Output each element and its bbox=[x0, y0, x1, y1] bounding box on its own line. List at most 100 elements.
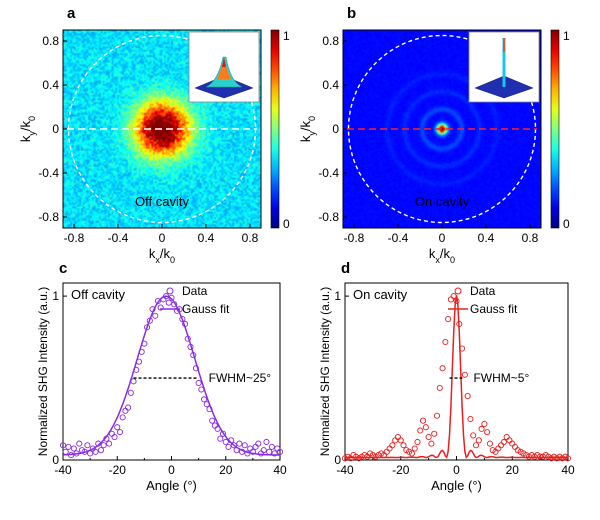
x-axis-label: kx/k0 bbox=[149, 246, 175, 265]
data-point bbox=[125, 404, 132, 411]
data-point bbox=[225, 443, 232, 450]
data-point bbox=[84, 442, 91, 449]
data-point bbox=[116, 429, 124, 436]
data-point bbox=[144, 324, 151, 331]
data-point bbox=[467, 415, 474, 423]
x-tick-label: 0 bbox=[453, 463, 460, 477]
data-point bbox=[97, 447, 105, 454]
x-tick-label: -0.4 bbox=[108, 231, 129, 245]
data-point bbox=[495, 445, 502, 452]
data-point bbox=[211, 422, 218, 429]
x-tick-label: 0 bbox=[159, 231, 166, 245]
cavity-title: On cavity bbox=[353, 287, 408, 302]
data-point bbox=[392, 437, 399, 444]
inset-peak-tip bbox=[222, 57, 226, 67]
y-axis-label: Normalized SHG Intensity (a.u.) bbox=[36, 287, 50, 456]
panel-letter: c bbox=[59, 260, 67, 277]
x-tick-label: 0.8 bbox=[242, 231, 259, 245]
data-point bbox=[408, 450, 415, 457]
data-point bbox=[268, 443, 275, 450]
colorbar bbox=[550, 29, 560, 229]
data-point bbox=[92, 448, 99, 455]
panel-letter: d bbox=[341, 260, 350, 277]
data-point bbox=[481, 420, 488, 427]
y-tick-label: -0.8 bbox=[38, 210, 59, 224]
intensity-panel-d: -40 -20 0 20 40 0 1 FWHM~5° On cavity Data Gauss f… bbox=[318, 260, 575, 493]
data-point bbox=[464, 393, 471, 400]
x-tick-label: -20 bbox=[392, 463, 410, 477]
data-point bbox=[431, 430, 438, 437]
data-point bbox=[192, 365, 199, 372]
heatmap-panel-b: On cavity -0.8 -0.4 0 0.4 0.8 0.8 0.4 0 -0.4 -0.8 k… bbox=[298, 5, 570, 265]
data-point bbox=[222, 438, 229, 446]
data-point bbox=[394, 434, 402, 441]
colorbar-min-label: 0 bbox=[563, 217, 570, 231]
y-tick-label: -0.8 bbox=[318, 210, 339, 224]
colorbar bbox=[270, 29, 280, 229]
data-point bbox=[397, 437, 404, 444]
x-tick-label: 0 bbox=[168, 463, 175, 477]
legend-data-label: Data bbox=[182, 284, 208, 298]
cavity-annotation: On cavity bbox=[415, 194, 470, 209]
data-point bbox=[419, 417, 427, 424]
data-point bbox=[122, 407, 129, 414]
x-tick-label: 0.4 bbox=[198, 231, 215, 245]
fit-curve bbox=[345, 295, 568, 459]
x-tick-label: -20 bbox=[109, 463, 127, 477]
data-point bbox=[217, 435, 224, 442]
y-tick-label: 0 bbox=[332, 122, 339, 136]
data-point bbox=[486, 440, 494, 447]
data-point bbox=[470, 432, 477, 439]
data-point bbox=[417, 427, 424, 434]
y-tick-label: 1 bbox=[334, 289, 341, 303]
data-point bbox=[386, 445, 393, 452]
figure-layer: Off cavity -0.8 -0.4 0 0.4 0.8 0.8 0.4 0 -0.4 -0.8… bbox=[18, 5, 575, 493]
data-point bbox=[247, 445, 254, 452]
data-point bbox=[252, 443, 259, 450]
data-point bbox=[263, 438, 270, 446]
data-point bbox=[260, 447, 267, 454]
y-tick-label: -0.4 bbox=[318, 166, 339, 180]
data-point bbox=[475, 437, 482, 444]
legend-fit-label: Gauss fit bbox=[182, 302, 230, 316]
data-point bbox=[274, 445, 281, 452]
data-point bbox=[255, 440, 262, 447]
data-point bbox=[157, 304, 164, 311]
data-point bbox=[564, 455, 572, 462]
data-point bbox=[114, 424, 121, 431]
y-axis-label: Normalized SHG Intensity (a.u.) bbox=[318, 287, 332, 456]
y-tick-label: 0.8 bbox=[322, 34, 339, 48]
data-point bbox=[537, 453, 544, 460]
x-tick-label: -0.8 bbox=[64, 231, 85, 245]
data-point bbox=[503, 434, 510, 441]
data-point bbox=[445, 316, 452, 323]
y-tick-label: 0.4 bbox=[322, 78, 339, 92]
data-point bbox=[70, 445, 77, 452]
data-point bbox=[442, 338, 449, 346]
x-tick-label: 0.4 bbox=[478, 231, 495, 245]
data-point bbox=[230, 442, 237, 449]
data-point bbox=[484, 429, 491, 436]
x-axis-label: Angle (°) bbox=[146, 478, 197, 493]
y-tick-label: 0.4 bbox=[42, 78, 59, 92]
data-point bbox=[461, 371, 468, 378]
data-point bbox=[422, 424, 429, 431]
data-point bbox=[241, 442, 248, 449]
colorbar-max-label: 1 bbox=[283, 29, 290, 43]
x-axis-label: Angle (°) bbox=[431, 478, 482, 493]
panel-letter: a bbox=[67, 5, 76, 22]
x-tick-label: 40 bbox=[273, 463, 287, 477]
x-tick-label: 0 bbox=[439, 231, 446, 245]
data-point bbox=[498, 442, 505, 449]
data-point bbox=[59, 442, 67, 449]
y-tick-label: 0 bbox=[52, 122, 59, 136]
panel-letter: b bbox=[347, 5, 356, 22]
x-tick-label: -0.4 bbox=[388, 231, 409, 245]
data-point bbox=[500, 438, 507, 446]
inset-spike bbox=[502, 38, 506, 87]
data-point bbox=[447, 296, 454, 303]
data-point bbox=[509, 440, 516, 447]
legend-data-marker bbox=[454, 287, 462, 295]
data-point bbox=[111, 434, 118, 441]
